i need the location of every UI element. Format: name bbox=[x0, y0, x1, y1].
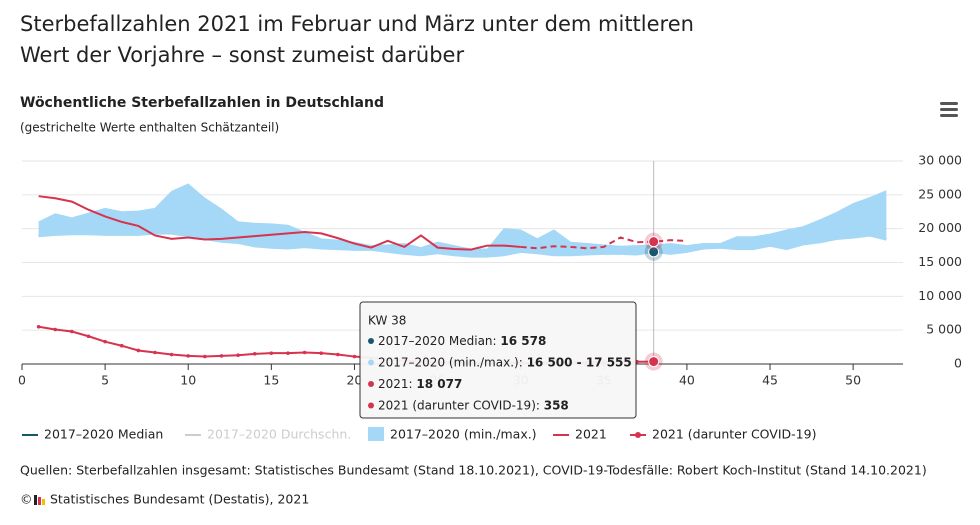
legend-item[interactable]: 2021 (darunter COVID-19) bbox=[630, 427, 816, 442]
x-tick-label: 40 bbox=[679, 373, 695, 388]
y-tick-label: 25 000 bbox=[918, 186, 962, 201]
copyright: Statistisches Bundesamt (Destatis), 2021 bbox=[50, 492, 309, 507]
tooltip-value: 358 bbox=[544, 398, 569, 412]
line-marker bbox=[186, 354, 191, 358]
legend-label[interactable]: 2017–2020 Durchschn. bbox=[207, 427, 351, 442]
x-tick-label: 50 bbox=[845, 373, 861, 388]
tooltip-value: 16 500 - 17 555 bbox=[527, 355, 632, 369]
line-marker bbox=[352, 354, 357, 359]
x-tick-label: 15 bbox=[263, 373, 279, 388]
x-tick-label: 10 bbox=[180, 373, 196, 388]
range-area bbox=[38, 184, 887, 258]
menu-icon[interactable] bbox=[940, 102, 958, 117]
line-marker bbox=[302, 350, 307, 355]
y-tick-label: 10 000 bbox=[918, 288, 962, 303]
tooltip-dot bbox=[368, 338, 374, 344]
x-tick-label: 45 bbox=[762, 373, 778, 388]
page-title: Sterbefallzahlen 2021 im Februar und Mär… bbox=[20, 12, 694, 36]
range-edge bbox=[38, 233, 887, 258]
legend-marker bbox=[635, 432, 641, 438]
y-tick-label: 20 000 bbox=[918, 220, 962, 235]
legend-item[interactable]: 2017–2020 (min./max.) bbox=[368, 427, 537, 442]
flag-stripe bbox=[38, 497, 41, 505]
line bbox=[38, 195, 521, 251]
line-marker bbox=[53, 327, 58, 332]
chart-subtitle: (gestrichelte Werte enthalten Schätzante… bbox=[20, 121, 279, 135]
line-marker bbox=[236, 353, 240, 358]
line-marker bbox=[319, 351, 324, 355]
tooltip-dot bbox=[368, 381, 374, 387]
tooltip-dot bbox=[368, 359, 374, 366]
tooltip-label: 2017–2020 (min./max.): bbox=[378, 355, 527, 369]
hover-point bbox=[648, 356, 660, 368]
line-marker bbox=[136, 348, 141, 353]
legend-item[interactable]: 2021 bbox=[553, 427, 607, 442]
line-marker bbox=[252, 352, 257, 356]
tooltip-title: KW 38 bbox=[368, 314, 406, 328]
tooltip-row: 2017–2020 Median: 16 578 bbox=[378, 334, 546, 348]
tooltip-dot bbox=[368, 402, 374, 409]
line-marker bbox=[169, 352, 174, 357]
tooltip-row: 2017–2020 (min./max.): 16 500 - 17 555 bbox=[378, 355, 632, 369]
legend-item[interactable]: 2017–2020 Median bbox=[22, 427, 163, 442]
source: Quellen: Sterbefallzahlen insgesamt: Sta… bbox=[20, 463, 927, 478]
legend-item[interactable]: 2017–2020 Durchschn. bbox=[185, 427, 351, 442]
range-edge bbox=[38, 183, 887, 250]
y-tick-label: 15 000 bbox=[918, 254, 962, 269]
line-marker bbox=[153, 350, 157, 355]
legend-label[interactable]: 2021 (darunter COVID-19) bbox=[652, 427, 816, 442]
tooltip-label: 2021: bbox=[378, 377, 416, 391]
tooltip-value: 18 077 bbox=[416, 377, 462, 391]
line-marker bbox=[70, 329, 74, 334]
menu-bar[interactable] bbox=[940, 108, 958, 111]
line-estimated bbox=[520, 236, 687, 250]
menu-bar[interactable] bbox=[940, 102, 958, 105]
legend-swatch bbox=[368, 427, 384, 441]
hover-point bbox=[648, 236, 660, 248]
page-title: Wert der Vorjahre – sonst zumeist darübe… bbox=[20, 43, 464, 67]
x-tick-label: 0 bbox=[18, 373, 26, 388]
copyright-symbol: © bbox=[20, 492, 33, 507]
line-marker bbox=[203, 354, 207, 359]
chart-title: Wöchentliche Sterbefallzahlen in Deutsch… bbox=[20, 95, 384, 111]
legend-label[interactable]: 2017–2020 Median bbox=[44, 427, 163, 442]
tooltip: KW 38 2017–2020 Median: 16 578 2017–2020 (… bbox=[359, 301, 637, 419]
legend-label[interactable]: 2021 bbox=[575, 427, 607, 442]
menu-bar[interactable] bbox=[940, 114, 958, 117]
tooltip-value: 16 578 bbox=[500, 334, 546, 348]
line-marker bbox=[336, 352, 340, 357]
line-marker bbox=[286, 351, 290, 355]
y-tick-label: 30 000 bbox=[918, 153, 962, 168]
line-marker bbox=[269, 351, 274, 355]
tooltip-label: 2021 (darunter COVID-19): bbox=[378, 398, 544, 412]
x-tick-label: 5 bbox=[101, 373, 109, 388]
y-tick-label: 0 bbox=[954, 356, 962, 371]
tooltip-row: 2021: 18 077 bbox=[378, 377, 462, 391]
x-tick-label: 20 bbox=[346, 373, 362, 388]
line-marker bbox=[86, 334, 91, 339]
legend-label[interactable]: 2017–2020 (min./max.) bbox=[390, 427, 537, 442]
line-marker bbox=[119, 343, 124, 348]
tooltip-box bbox=[359, 301, 637, 419]
tooltip-row: 2021 (darunter COVID-19): 358 bbox=[378, 398, 569, 412]
line-marker bbox=[103, 339, 107, 344]
line-marker bbox=[219, 354, 224, 358]
flag-icon bbox=[34, 495, 45, 505]
flag-stripe bbox=[42, 499, 45, 505]
y-tick-label: 5 000 bbox=[926, 322, 962, 337]
flag-stripe bbox=[34, 495, 37, 505]
line-marker bbox=[36, 324, 41, 329]
tooltip-label: 2017–2020 Median: bbox=[378, 334, 500, 348]
